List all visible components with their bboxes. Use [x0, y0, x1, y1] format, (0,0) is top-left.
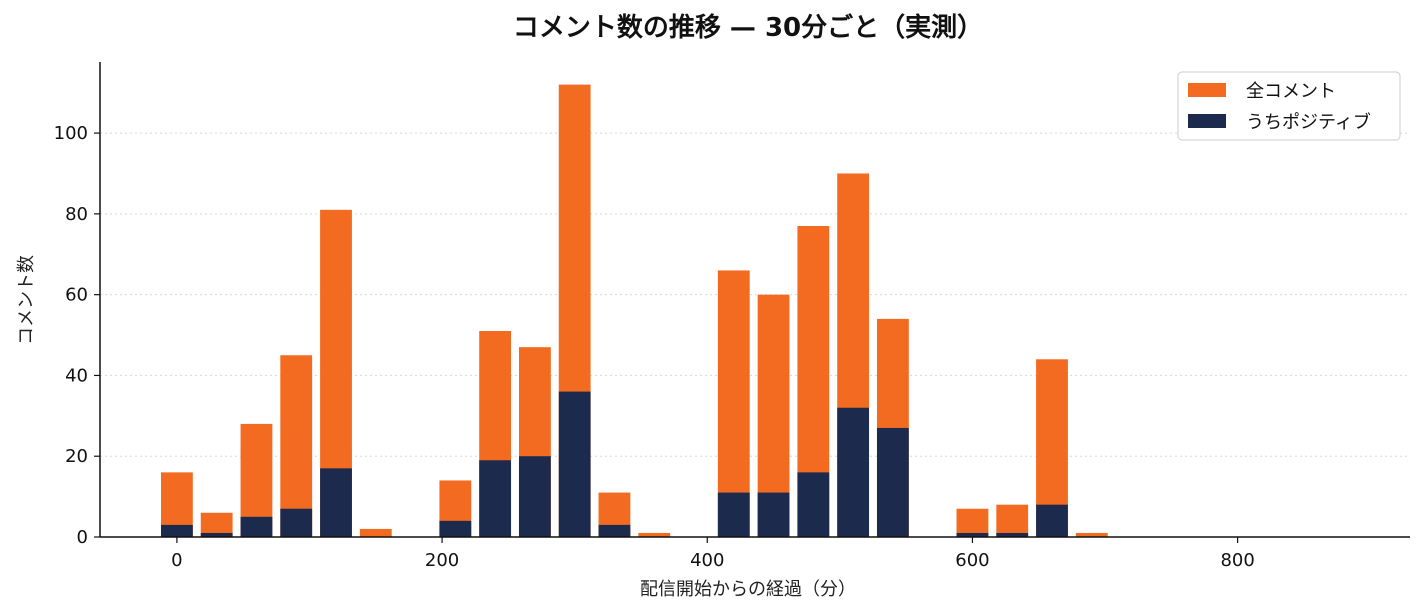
- bar-positive-comments-300: [558, 391, 591, 537]
- bar-positive-comments-450: [757, 492, 790, 537]
- bar-positive-comments-60: [240, 516, 273, 537]
- y-axis-label: コメント数: [16, 255, 37, 345]
- axes: [99, 62, 1410, 538]
- x-axis-label: 配信開始からの経過（分）: [640, 579, 856, 600]
- y-tick-label-40: 40: [65, 365, 88, 386]
- bar-positive-comments-540: [876, 427, 909, 537]
- bar-positive-comments-270: [518, 456, 551, 537]
- bar-positive-comments-600: [956, 532, 989, 537]
- bar-positive-comments-510: [837, 407, 870, 537]
- bar-positive-comments-420: [717, 492, 750, 537]
- x-ticks: 0 200 400 600 800: [171, 537, 1255, 571]
- bar-positive-comments-120: [320, 468, 352, 537]
- y-tick-label-0: 0: [77, 527, 88, 548]
- x-tick-label-0: 0: [171, 550, 182, 571]
- bar-positive-comments-630: [996, 532, 1029, 537]
- bar-positive-comments-90: [280, 508, 313, 537]
- x-tick-label-200: 200: [425, 550, 459, 571]
- y-tick-label-100: 100: [54, 123, 88, 144]
- bar-all-comments-90: [280, 355, 313, 537]
- bar-all-comments-630: [996, 504, 1029, 537]
- legend: 全コメント うちポジティブ: [1177, 71, 1401, 141]
- bar-all-comments-360: [638, 532, 671, 537]
- legend-label-positive-comments: うちポジティブ: [1246, 111, 1371, 133]
- bar-positive-comments-660: [1036, 504, 1068, 537]
- y-tick-label-20: 20: [65, 446, 88, 467]
- x-tick-label-800: 800: [1220, 550, 1254, 571]
- bar-positive-comments-0: [160, 524, 193, 537]
- bar-all-comments-690: [1075, 532, 1108, 537]
- legend-swatch-positive-comments: [1188, 114, 1226, 128]
- bars: [160, 84, 1108, 538]
- y-ticks: 0 20 40 60 80 100: [54, 123, 100, 548]
- bar-positive-comments-30: [200, 532, 233, 537]
- x-tick-label-400: 400: [690, 550, 724, 571]
- legend-label-all-comments: 全コメント: [1246, 81, 1336, 102]
- chart-title: コメント数の推移 — 30分ごと（実測）: [513, 12, 983, 43]
- bar-all-comments-600: [956, 508, 989, 537]
- bar-positive-comments-330: [598, 524, 631, 537]
- bar-positive-comments-480: [797, 472, 830, 537]
- legend-swatch-all-comments: [1188, 83, 1226, 97]
- bar-all-comments-150: [359, 528, 392, 537]
- y-tick-label-60: 60: [65, 285, 88, 306]
- y-tick-label-80: 80: [65, 204, 88, 225]
- bar-positive-comments-240: [479, 460, 512, 537]
- x-tick-label-600: 600: [955, 550, 989, 571]
- bar-positive-comments-210: [439, 520, 472, 537]
- legend-frame: [1177, 71, 1401, 141]
